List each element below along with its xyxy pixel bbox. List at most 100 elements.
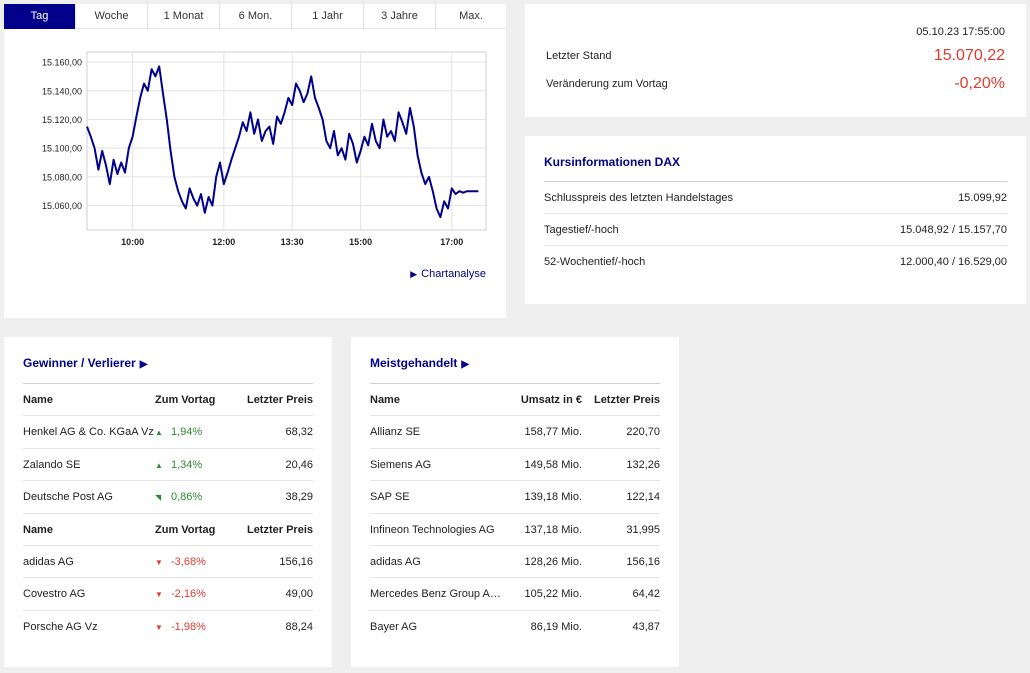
change-value: 1,34%: [171, 458, 203, 471]
change-cell: ▲ 1,34%: [155, 449, 241, 480]
table-row[interactable]: SAP SE 139,18 Mio. 122,14: [370, 481, 660, 514]
tab-3-jahre[interactable]: 3 Jahre: [364, 4, 436, 29]
table-row[interactable]: Bayer AG 86,19 Mio. 43,87: [370, 611, 660, 643]
table-row[interactable]: Zalando SE ▲ 1,34% 20,46: [23, 449, 313, 482]
column-header-change: Umsatz in €: [520, 394, 582, 406]
table-row[interactable]: Infineon Technologies AG 137,18 Mio. 31,99…: [370, 514, 660, 546]
stock-name[interactable]: Porsche AG Vz: [23, 620, 98, 633]
change-cell: ▼ -2,16%: [155, 578, 241, 609]
price-line: [86, 65, 479, 219]
info-row: Schlusspreis des letzten Handelstages 15.…: [544, 182, 1007, 214]
y-tick-label: 15.060,00: [42, 201, 82, 211]
tab-tag[interactable]: Tag: [4, 4, 76, 29]
change-cell: ◥ 0,86%: [155, 481, 241, 512]
stock-name[interactable]: Infineon Technologies AG: [370, 523, 495, 536]
table-row[interactable]: Allianz SE 158,77 Mio. 220,70: [370, 416, 660, 449]
table-row[interactable]: Porsche AG Vz ▼ -1,98% 88,24: [23, 611, 313, 643]
arrow-up-icon: ◥: [155, 493, 162, 503]
info-label: Schlusspreis des letzten Handelstages: [544, 192, 733, 204]
price-value: 132,26: [626, 458, 660, 471]
arrow-up-icon: ▲: [155, 428, 163, 438]
price-value: 43,87: [632, 620, 660, 633]
y-tick-label: 15.160,00: [42, 58, 82, 68]
chartanalyse-link[interactable]: ▶ Chartanalyse: [410, 268, 486, 280]
change-cell: ▼ -3,68%: [155, 546, 241, 577]
x-tick-label: 17:00: [440, 237, 463, 247]
y-tick-label: 15.120,00: [42, 115, 82, 125]
stock-name[interactable]: Covestro AG: [23, 588, 86, 601]
table-header-row: Name Zum Vortag Letzter Preis: [23, 514, 313, 546]
stock-name[interactable]: Siemens AG: [370, 458, 432, 471]
table-header-row: Name Zum Vortag Letzter Preis: [23, 384, 313, 417]
change-value: 0,86%: [171, 491, 203, 504]
info-row: 52-Wochentief/-hoch 12.000,40 / 16.529,00: [544, 246, 1007, 278]
gainers-losers-panel: Gewinner / Verlierer ▶ Name Zum Vortag Letz…: [4, 337, 332, 667]
table-row[interactable]: adidas AG 128,26 Mio. 156,16: [370, 546, 660, 579]
arrow-up-icon: ▲: [155, 460, 163, 470]
y-tick-label: 15.140,00: [42, 86, 82, 96]
turnover-value: 128,26 Mio.: [524, 555, 582, 568]
info-label: Tagestief/-hoch: [544, 224, 619, 236]
gainers-losers-title[interactable]: Gewinner / Verlierer ▶: [23, 356, 148, 370]
table-row[interactable]: Deutsche Post AG ◥ 0,86% 38,29: [23, 481, 313, 514]
tab-1-jahr[interactable]: 1 Jahr: [292, 4, 364, 29]
change-value: -3,68%: [171, 555, 206, 568]
column-header-change: Zum Vortag: [155, 523, 216, 536]
last-price-value: 15.070,22: [933, 47, 1005, 64]
column-header-change: Zum Vortag: [155, 394, 216, 406]
stock-name[interactable]: adidas AG: [370, 555, 421, 568]
y-tick-label: 15.080,00: [42, 172, 82, 182]
stock-name[interactable]: Allianz SE: [370, 426, 421, 439]
price-value: 122,14: [626, 491, 660, 504]
price-value: 88,24: [285, 620, 313, 633]
arrow-down-icon: ▼: [155, 557, 163, 567]
turnover-value: 158,77 Mio.: [524, 426, 582, 439]
column-header-name: Name: [370, 394, 400, 406]
arrow-down-icon: ▼: [155, 622, 163, 632]
info-value: 12.000,40 / 16.529,00: [899, 256, 1007, 268]
table-row[interactable]: Mercedes Benz Group AG ... 105,22 Mio. 64,…: [370, 578, 660, 611]
stock-name[interactable]: Henkel AG & Co. KGaA Vz: [23, 426, 154, 439]
table-row[interactable]: Siemens AG 149,58 Mio. 132,26: [370, 449, 660, 482]
info-label: 52-Wochentief/-hoch: [544, 256, 646, 268]
table-row[interactable]: Henkel AG & Co. KGaA Vz ▲ 1,94% 68,32: [23, 416, 313, 449]
column-header-price: Letzter Preis: [246, 394, 313, 406]
info-value: 15.099,92: [958, 192, 1007, 204]
turnover-value: 149,58 Mio.: [524, 458, 582, 471]
stock-name[interactable]: Bayer AG: [370, 620, 418, 633]
change-value: -2,16%: [171, 588, 206, 601]
price-value: 31,995: [626, 523, 660, 536]
stock-name[interactable]: adidas AG: [23, 555, 74, 568]
column-header-price: Letzter Preis: [593, 394, 660, 406]
turnover-value: 105,22 Mio.: [524, 588, 582, 601]
column-header-price: Letzter Preis: [246, 523, 313, 536]
chart-panel: Tag Woche 1 Monat 6 Mon. 1 Jahr 3 Jahre Max. 1…: [4, 4, 506, 318]
tab-1-monat[interactable]: 1 Monat: [148, 4, 220, 29]
change-value: -0,20%: [954, 75, 1005, 92]
stock-name[interactable]: Zalando SE: [23, 458, 81, 471]
table-row[interactable]: Covestro AG ▼ -2,16% 49,00: [23, 578, 313, 611]
turnover-value: 86,19 Mio.: [530, 620, 582, 633]
play-icon: ▶: [461, 359, 470, 370]
table-row[interactable]: adidas AG ▼ -3,68% 156,16: [23, 546, 313, 579]
info-value: 15.048,92 / 15.157,70: [899, 224, 1007, 236]
gainers-losers-table: Name Zum Vortag Letzter Preis Henkel AG & C…: [23, 384, 313, 643]
title-divider: [370, 383, 660, 384]
tab-woche[interactable]: Woche: [76, 4, 148, 29]
x-tick-label: 13:30: [281, 237, 304, 247]
kursinformationen-list: Schlusspreis des letzten Handelstages 15.…: [544, 182, 1007, 278]
x-tick-label: 15:00: [349, 237, 372, 247]
quote-timestamp: 05.10.23 17:55:00: [916, 26, 1005, 38]
stock-name[interactable]: Mercedes Benz Group AG ...: [370, 588, 504, 601]
info-row: Tagestief/-hoch 15.048,92 / 15.157,70: [544, 214, 1007, 246]
tab-max[interactable]: Max.: [459, 10, 483, 22]
quote-panel: 05.10.23 17:55:00 Letzter Stand 15.070,2…: [525, 4, 1026, 117]
stock-name[interactable]: SAP SE: [370, 491, 410, 504]
timeframe-tabs: Tag Woche 1 Monat 6 Mon. 1 Jahr 3 Jahre Max.: [4, 4, 506, 29]
title-divider: [544, 181, 1007, 182]
most-traded-title[interactable]: Meistgehandelt ▶: [370, 356, 470, 370]
title-divider: [23, 383, 313, 384]
stock-name[interactable]: Deutsche Post AG: [23, 491, 113, 504]
turnover-value: 137,18 Mio.: [524, 523, 582, 536]
tab-6-mon[interactable]: 6 Mon.: [220, 4, 292, 29]
